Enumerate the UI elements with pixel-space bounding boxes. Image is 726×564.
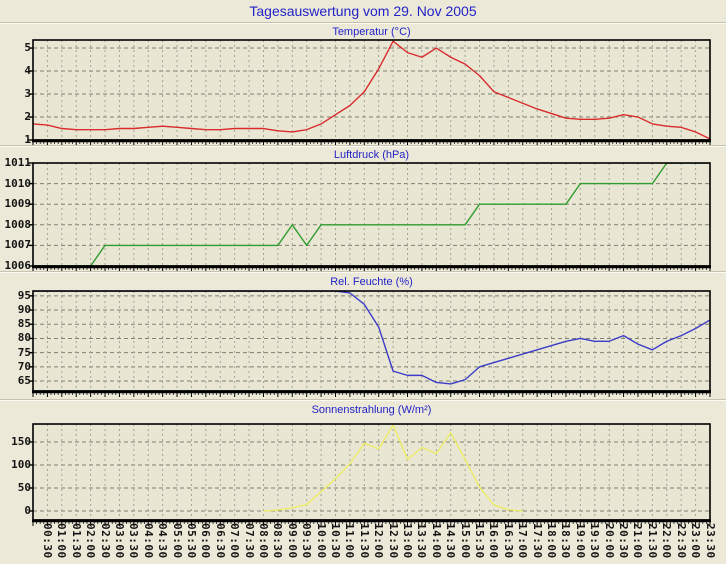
time-tick-label: 22:00 [660, 523, 674, 559]
temperature-ytick-label: 3 [24, 87, 31, 101]
time-tick-label: 08:00 [256, 523, 270, 559]
solar-plot [27, 422, 714, 528]
time-tick-label: 16:30 [501, 523, 515, 559]
time-tick-label: 17:30 [530, 523, 544, 559]
chart-title-humidity: Rel. Feuchte (%) [330, 276, 413, 288]
temperature-ytick-label: 2 [24, 110, 31, 123]
time-tick-label: 03:30 [127, 523, 141, 559]
time-tick-label: 16:00 [487, 523, 501, 559]
time-tick-label: 14:30 [444, 523, 458, 559]
time-tick-label: 18:30 [559, 523, 573, 559]
relative-humidity-ytick-label: 70 [17, 359, 31, 373]
time-tick-label: 14:00 [429, 523, 443, 559]
time-tick-label: 00:30 [40, 523, 54, 559]
time-tick-label: 05:30 [184, 523, 198, 559]
time-tick-label: 23:30 [703, 523, 717, 559]
relative-humidity-ytick-label: 90 [17, 303, 31, 317]
pressure-ytick-label: 1008 [4, 217, 32, 231]
pressure-ytick-label: 1009 [4, 197, 32, 211]
section-divider-3 [0, 399, 726, 401]
time-tick-label: 06:30 [213, 523, 227, 559]
pressure-ytick-label: 1010 [4, 176, 32, 190]
temperature-ytick-label: 4 [24, 64, 31, 78]
time-tick-label: 07:30 [242, 523, 256, 559]
section-divider-1 [0, 145, 726, 147]
relative-humidity-ytick-label: 85 [17, 317, 31, 331]
humidity-plot [27, 289, 714, 399]
solar-radiation-ytick-label: 100 [11, 457, 31, 471]
pressure-chart-svg [28, 162, 711, 272]
chart-title-solar: Sonnenstrahlung (W/m²) [311, 404, 432, 416]
time-tick-label: 20:30 [617, 523, 631, 559]
time-tick-label: 19:00 [573, 523, 587, 559]
time-tick-label: 19:30 [588, 523, 602, 559]
time-tick-label: 11:00 [343, 523, 357, 559]
time-tick-label: 20:00 [602, 523, 616, 559]
time-tick-label: 10:00 [314, 523, 328, 559]
time-tick-label: 15:30 [473, 523, 487, 559]
pressure-ytick-label: 1006 [4, 259, 32, 272]
time-tick-label: 13:30 [415, 523, 429, 559]
solar-radiation-ytick-label: 50 [17, 481, 31, 494]
pressure-ytick-label: 1011 [4, 156, 32, 169]
relative-humidity-ytick-label: 80 [17, 331, 31, 345]
time-tick-label: 21:00 [631, 523, 645, 559]
time-tick-label: 06:00 [199, 523, 213, 559]
time-tick-label: 17:00 [516, 523, 530, 559]
time-tick-label: 12:00 [372, 523, 386, 559]
time-tick-label: 10:30 [328, 523, 342, 559]
chart-title-temperature: Temperatur (°C) [332, 26, 411, 38]
time-tick-label: 05:00 [170, 523, 184, 559]
time-tick-label: 02:00 [84, 523, 98, 559]
temperature-chart-svg [28, 39, 711, 146]
relative-humidity-ytick-label: 65 [17, 374, 31, 388]
time-tick-label: 11:30 [357, 523, 371, 559]
chart-title-pressure: Luftdruck (hPa) [333, 149, 410, 161]
section-divider-2 [0, 271, 726, 273]
time-tick-label: 21:30 [645, 523, 659, 559]
time-tick-label: 07:00 [228, 523, 242, 559]
time-tick-label: 22:30 [674, 523, 688, 559]
temperature-ytick-label: 5 [24, 41, 31, 55]
time-tick-label: 13:00 [401, 523, 414, 559]
time-tick-label: 23:00 [689, 523, 703, 559]
page-title: Tagesauswertung vom 29. Nov 2005 [249, 3, 477, 19]
time-tick-label: 03:00 [112, 523, 126, 559]
time-tick-label: 01:30 [69, 523, 83, 559]
title-divider [0, 22, 726, 24]
solar-radiation-ytick-label: 0 [24, 504, 31, 518]
solar-radiation-ytick-label: 150 [11, 434, 31, 448]
time-tick-label: 02:30 [98, 523, 112, 559]
time-tick-label: 09:30 [300, 523, 314, 559]
temperature-ytick-label: 1 [24, 133, 31, 146]
time-tick-label: 01:00 [55, 523, 69, 559]
relative-humidity-ytick-label: 75 [17, 345, 31, 359]
relative-humidity-ytick-label: 95 [17, 288, 31, 302]
time-tick-label: 09:00 [285, 523, 299, 559]
time-tick-label: 08:30 [271, 523, 285, 559]
time-tick-label: 12:30 [386, 523, 400, 559]
time-tick-label: 04:30 [156, 523, 170, 559]
solar-radiation-chart-svg [28, 423, 711, 526]
time-tick-label: 15:00 [458, 523, 472, 559]
relative-humidity-chart-svg [28, 290, 711, 397]
time-tick-label: 18:00 [545, 523, 559, 559]
pressure-ytick-label: 1007 [4, 238, 32, 252]
pressure-plot [27, 161, 714, 274]
temperature-plot [27, 38, 714, 148]
time-tick-label: 04:00 [141, 523, 155, 559]
